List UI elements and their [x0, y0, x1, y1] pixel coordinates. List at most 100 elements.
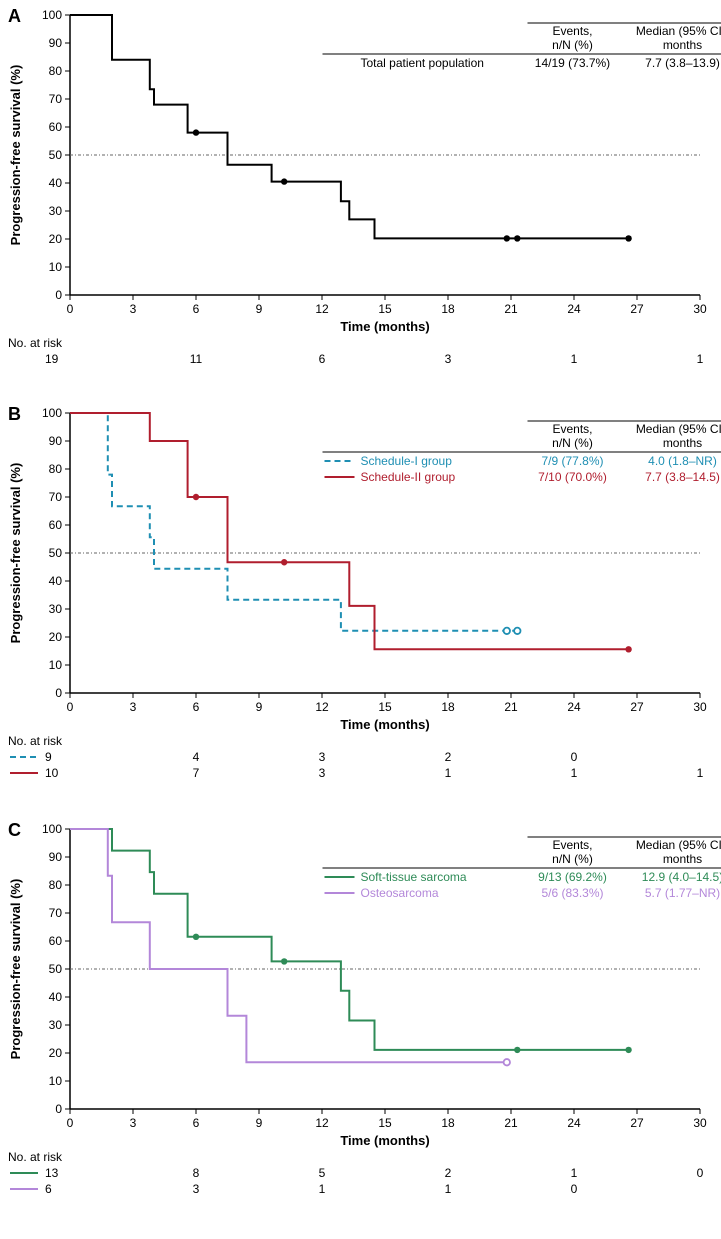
- y-tick-label: 100: [42, 406, 62, 420]
- risk-value: 9: [45, 750, 52, 764]
- x-tick-label: 12: [315, 1116, 329, 1130]
- panel-A: A0102030405060708090100Progression-free …: [0, 0, 721, 398]
- x-tick-label: 27: [630, 1116, 644, 1130]
- x-tick-label: 3: [130, 302, 137, 316]
- x-tick-label: 9: [256, 700, 263, 714]
- legend-median: 4.0 (1.8–NR): [648, 454, 717, 468]
- y-tick-label: 30: [49, 1018, 63, 1032]
- panel-B: B0102030405060708090100Progression-free …: [0, 398, 721, 814]
- x-tick-label: 9: [256, 1116, 263, 1130]
- risk-value: 11: [190, 352, 203, 366]
- y-tick-label: 20: [49, 1046, 63, 1060]
- legend-series-name: Schedule-II group: [361, 470, 456, 484]
- y-tick-label: 50: [49, 148, 63, 162]
- risk-value: 1: [445, 1182, 452, 1196]
- y-tick-label: 90: [49, 434, 63, 448]
- risk-value: 0: [697, 1166, 704, 1180]
- censor-marker: [504, 1059, 510, 1065]
- legend-series-name: Total patient population: [361, 56, 484, 70]
- x-tick-label: 3: [130, 700, 137, 714]
- x-tick-label: 12: [315, 302, 329, 316]
- risk-value: 3: [319, 750, 326, 764]
- risk-value: 7: [193, 766, 200, 780]
- legend-series-name: Schedule-I group: [361, 454, 453, 468]
- y-tick-label: 10: [49, 1074, 63, 1088]
- risk-value: 8: [193, 1166, 200, 1180]
- legend-header-median-2: months: [663, 38, 702, 52]
- y-tick-label: 60: [49, 518, 63, 532]
- y-tick-label: 90: [49, 36, 63, 50]
- censor-marker: [281, 958, 287, 964]
- x-tick-label: 30: [693, 302, 707, 316]
- panel-label: C: [8, 820, 21, 840]
- legend-series-name: Osteosarcoma: [361, 886, 439, 900]
- y-tick-label: 30: [49, 204, 63, 218]
- risk-title: No. at risk: [8, 734, 63, 748]
- y-tick-label: 20: [49, 630, 63, 644]
- risk-value: 3: [319, 766, 326, 780]
- legend-events: 9/13 (69.2%): [538, 870, 607, 884]
- x-tick-label: 24: [567, 302, 581, 316]
- risk-value: 6: [45, 1182, 52, 1196]
- y-tick-label: 100: [42, 822, 62, 836]
- legend-median: 7.7 (3.8–13.9): [645, 56, 720, 70]
- censor-marker: [514, 628, 520, 634]
- x-tick-label: 27: [630, 302, 644, 316]
- risk-value: 1: [319, 1182, 326, 1196]
- legend-header-events-2: n/N (%): [552, 852, 593, 866]
- x-tick-label: 21: [504, 1116, 518, 1130]
- x-axis-title: Time (months): [340, 717, 429, 732]
- x-tick-label: 15: [378, 302, 392, 316]
- x-axis-title: Time (months): [340, 1133, 429, 1148]
- y-tick-label: 80: [49, 462, 63, 476]
- y-axis-title: Progression-free survival (%): [8, 879, 23, 1060]
- x-tick-label: 0: [67, 700, 74, 714]
- legend-header-median-2: months: [663, 436, 702, 450]
- panel-C: C0102030405060708090100Progression-free …: [0, 814, 721, 1230]
- x-tick-label: 0: [67, 1116, 74, 1130]
- y-tick-label: 40: [49, 176, 63, 190]
- legend-header-events-2: n/N (%): [552, 38, 593, 52]
- censor-marker: [625, 235, 631, 241]
- y-axis-title: Progression-free survival (%): [8, 463, 23, 644]
- y-tick-label: 80: [49, 64, 63, 78]
- legend-header-median: Median (95% CI),: [636, 838, 721, 852]
- legend-header-events-2: n/N (%): [552, 436, 593, 450]
- x-tick-label: 30: [693, 700, 707, 714]
- x-tick-label: 30: [693, 1116, 707, 1130]
- x-tick-label: 24: [567, 700, 581, 714]
- y-tick-label: 60: [49, 120, 63, 134]
- censor-marker: [193, 129, 199, 135]
- censor-marker: [625, 646, 631, 652]
- km-curve: [70, 413, 517, 631]
- risk-value: 19: [45, 352, 59, 366]
- y-tick-label: 50: [49, 962, 63, 976]
- censor-marker: [504, 235, 510, 241]
- y-tick-label: 50: [49, 546, 63, 560]
- y-tick-label: 0: [55, 288, 62, 302]
- risk-value: 0: [571, 750, 578, 764]
- censor-marker: [281, 178, 287, 184]
- risk-value: 3: [445, 352, 452, 366]
- risk-value: 6: [319, 352, 326, 366]
- censor-marker: [514, 235, 520, 241]
- x-tick-label: 24: [567, 1116, 581, 1130]
- risk-value: 10: [45, 766, 59, 780]
- x-tick-label: 18: [441, 302, 455, 316]
- x-tick-label: 12: [315, 700, 329, 714]
- x-tick-label: 3: [130, 1116, 137, 1130]
- x-tick-label: 21: [504, 700, 518, 714]
- y-tick-label: 0: [55, 686, 62, 700]
- x-tick-label: 9: [256, 302, 263, 316]
- risk-value: 5: [319, 1166, 326, 1180]
- risk-value: 1: [571, 352, 578, 366]
- censor-marker: [193, 934, 199, 940]
- y-tick-label: 100: [42, 8, 62, 22]
- x-tick-label: 21: [504, 302, 518, 316]
- legend-median: 5.7 (1.77–NR): [645, 886, 720, 900]
- risk-value: 2: [445, 750, 452, 764]
- risk-value: 13: [45, 1166, 59, 1180]
- censor-marker: [281, 559, 287, 565]
- legend-median: 7.7 (3.8–14.5): [645, 470, 720, 484]
- x-tick-label: 15: [378, 700, 392, 714]
